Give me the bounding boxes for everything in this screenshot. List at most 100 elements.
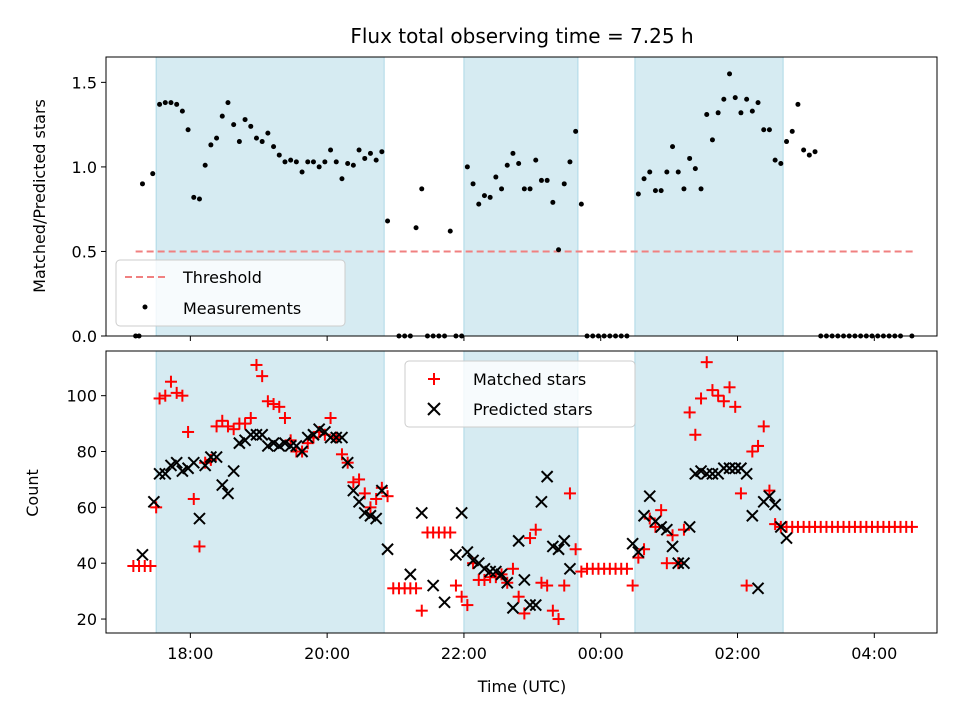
predicted-star-point [404,568,417,581]
observing-span [463,56,579,337]
measurement-point [521,186,527,192]
top-y-ticks: 0.0 0.5 1.0 1.5 [72,73,106,346]
predicted-star-stroke [666,540,679,553]
measurement-point [544,177,550,183]
matched-star-point [324,412,337,425]
predicted-star-point [717,462,731,475]
measurement-point [709,137,715,143]
predicted-star-point [660,523,674,536]
matched-star-point [563,487,576,500]
matched-star-point [712,389,725,402]
predicted-star-stroke [198,459,212,472]
measurement-point [470,181,476,187]
measurement-point [282,159,288,165]
predicted-star-stroke [216,478,229,492]
measurement-point [305,159,311,165]
measurement-point [179,108,185,114]
measurement-point [721,96,727,102]
predicted-star-point [221,487,235,500]
predicted-star-point [330,431,343,444]
predicted-stars-points [136,422,793,615]
predicted-star-stroke [250,428,263,441]
bottom-panel: 20 40 60 80 100 18:00 20:00 22:00 00:00 02:00 04:… [23,350,938,696]
matched-star-point [239,417,252,430]
measurement-point [789,128,795,134]
matched-star-point [740,579,753,592]
predicted-star-point [198,459,212,472]
predicted-star-stroke [375,484,389,497]
matched-star-point [273,400,286,413]
predicted-star-point [751,582,765,595]
measurement-point [316,164,322,170]
matched-stars-points [127,356,918,626]
measurement-point [481,193,487,199]
predicted-star-point [426,579,440,592]
top-y-tick-label: 1.5 [72,73,97,92]
matched-star-point [415,604,428,617]
predicted-star-point [523,598,537,612]
matched-star-point [541,579,554,592]
bottom-x-tick-label: 00:00 [578,644,624,663]
measurement-point [259,139,265,145]
top-y-tick-label: 1.0 [72,158,97,177]
observing-span [634,56,784,337]
predicted-star-point [415,506,428,520]
top-x-ticks [189,336,875,341]
measurement-point [556,247,562,253]
measurement-point [533,157,539,163]
predicted-star-point [677,556,691,570]
observing-span [155,350,385,634]
bottom-y-tick-label: 40 [77,554,97,573]
predicted-star-point [632,545,645,559]
measurement-point [328,147,334,153]
matched-star-point [381,490,394,503]
measurement-point [208,142,214,148]
predicted-star-stroke [495,568,508,581]
measurement-point [732,95,738,101]
predicted-star-point [740,467,753,481]
predicted-star-stroke [466,554,480,567]
predicted-star-point [512,534,525,548]
bottom-y-axis-label: Count [23,469,42,517]
matched-star-point [558,579,571,592]
bottom-legend-box [404,360,636,428]
predicted-star-stroke [335,431,349,444]
matched-star-point [524,532,537,545]
matched-star-point [227,423,240,436]
legend-measurements-swatch [142,304,148,310]
measurement-point [174,101,180,107]
predicted-star-stroke [746,509,759,522]
predicted-star-point [540,470,554,483]
measurement-point [578,201,584,207]
matched-star-point [182,425,195,438]
predicted-star-point [244,428,257,441]
top-y-tick-label: 0.0 [72,327,97,346]
measurement-point [493,174,499,180]
predicted-star-point [375,484,389,497]
bottom-x-tick-label: 18:00 [167,644,213,663]
predicted-star-point [723,462,736,475]
predicted-star-point [768,498,782,511]
bottom-x-tick-label: 22:00 [441,644,487,663]
measurement-point [139,181,145,187]
predicted-star-stroke [637,509,651,522]
legend-measurements-label: Measurements [183,299,301,318]
bottom-x-ticks: 18:00 20:00 22:00 00:00 02:00 04:00 [167,633,897,663]
predicted-star-point [136,548,149,562]
measurement-point [715,110,721,116]
top-legend: Threshold Measurements [115,259,346,327]
predicted-star-point [255,428,269,441]
predicted-star-stroke [461,545,474,559]
measurement-point [202,162,208,168]
measurement-point [704,111,710,117]
measurement-point [744,96,750,102]
measurement-point [293,159,299,165]
predicted-star-stroke [318,425,332,439]
predicted-star-point [518,573,531,587]
measurement-point [373,157,379,163]
legend-matched-label: Matched stars [473,370,586,389]
predicted-star-stroke [660,523,674,536]
predicted-star-stroke [729,462,742,475]
predicted-star-stroke [472,556,485,570]
